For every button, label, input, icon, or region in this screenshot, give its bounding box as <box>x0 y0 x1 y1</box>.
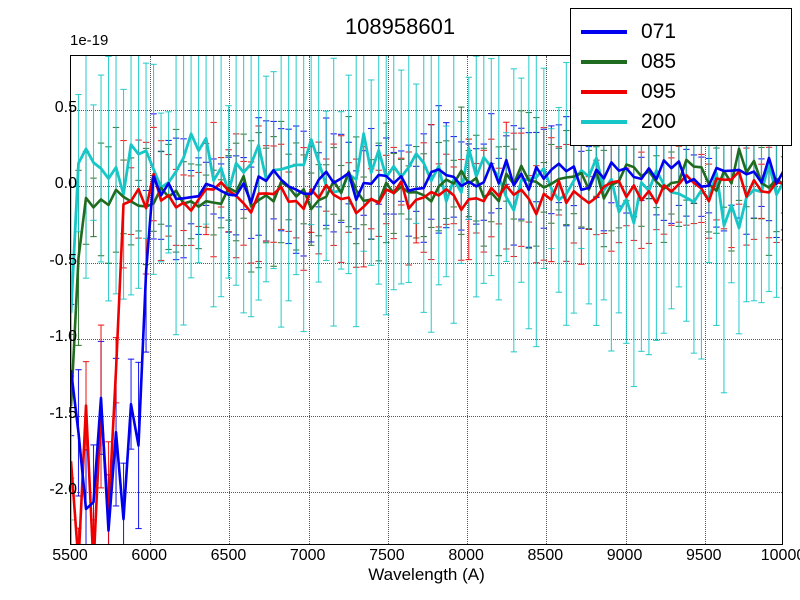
y-tick-label: -1.0 <box>27 328 77 346</box>
legend-entry-071[interactable]: 071 <box>581 17 781 47</box>
legend-entry-095[interactable]: 095 <box>581 77 781 107</box>
x-tick-label: 5500 <box>40 547 100 565</box>
legend-swatch-071 <box>581 30 627 34</box>
y-tick-label: 0.0 <box>27 175 77 193</box>
series-095-errorbars <box>71 111 783 545</box>
x-tick-label: 9500 <box>674 547 734 565</box>
series-095-line[interactable] <box>71 172 783 545</box>
legend-label-200: 200 <box>641 110 676 134</box>
x-tick-label: 8500 <box>515 547 575 565</box>
y-tick-label: -0.5 <box>27 252 77 270</box>
legend-label-095: 095 <box>641 80 676 104</box>
legend-label-085: 085 <box>641 50 676 74</box>
legend-box[interactable]: 071 085 095 200 <box>570 8 792 146</box>
x-tick-label: 10000 <box>753 547 800 565</box>
legend-swatch-095 <box>581 90 627 94</box>
x-axis-label: Wavelength (A) <box>70 565 783 585</box>
y-tick-label: 0.5 <box>27 99 77 117</box>
series-071-line[interactable] <box>71 158 783 531</box>
x-tick-label: 6000 <box>119 547 179 565</box>
legend-label-071: 071 <box>641 20 676 44</box>
x-tick-label: 8000 <box>436 547 496 565</box>
legend-entry-200[interactable]: 200 <box>581 107 781 137</box>
x-tick-label: 7500 <box>357 547 417 565</box>
x-tick-label: 7000 <box>278 547 338 565</box>
series-200-line[interactable] <box>71 134 783 313</box>
y-tick-label: -1.5 <box>27 405 77 423</box>
legend-swatch-200 <box>581 120 627 124</box>
legend-rows-container: 071 085 095 200 <box>581 17 781 137</box>
series-085-errorbars <box>71 97 783 478</box>
chart-root: 108958601 1e-19 0.5 0.0 -0.5 -1.0 -1.5 -2.0 5… <box>0 0 800 600</box>
x-tick-label: 6500 <box>198 547 258 565</box>
legend-entry-085[interactable]: 085 <box>581 47 781 77</box>
x-tick-label: 9000 <box>595 547 655 565</box>
legend-swatch-085 <box>581 60 627 64</box>
y-exponent-label: 1e-19 <box>70 32 108 49</box>
y-tick-label: -2.0 <box>27 481 77 499</box>
